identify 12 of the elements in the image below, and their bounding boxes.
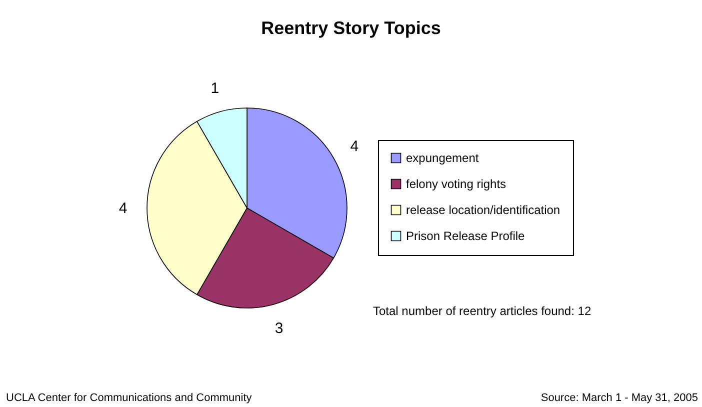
text: Total number of reentry articles found: 12 (373, 304, 592, 318)
source-note: Source: March 1 - May 31, 2005 (540, 392, 698, 404)
data-label: 3 (274, 320, 284, 337)
data-label: 1 (210, 80, 220, 98)
chart-title: Reentry Story Topics (261, 18, 441, 38)
legend-label: release location/identification (406, 203, 560, 217)
text: UCLA Center for Communications and Community (6, 392, 252, 404)
data-label: 4 (350, 138, 359, 155)
legend-label: Prison Release Profile (406, 229, 526, 243)
legend-label: expungement (406, 151, 480, 165)
data-label: 4 (118, 200, 128, 217)
legend-label: felony voting rights (406, 177, 506, 191)
